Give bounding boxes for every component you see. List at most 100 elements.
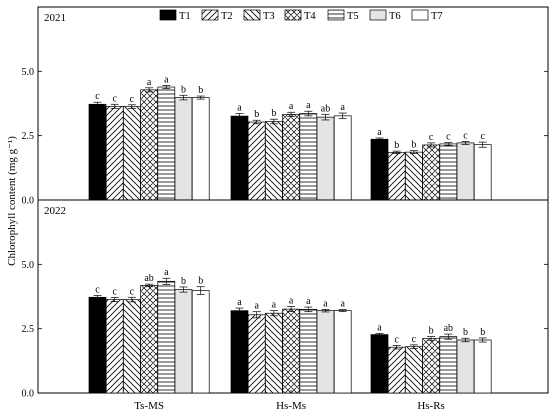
significance-letter: b: [198, 276, 203, 287]
bar-hs-rs-t2: [387, 346, 406, 394]
significance-letter: c: [95, 91, 100, 102]
bar-hs-ms-t6: [316, 116, 335, 201]
legend-swatch-t4: [284, 9, 302, 21]
bar-ts-ms-t3: [123, 106, 141, 201]
significance-letter: a: [377, 127, 382, 138]
y-tick-label: 2.5: [22, 324, 35, 335]
bar-hs-rs-t6: [456, 142, 475, 201]
bar-hs-rs-t3: [405, 151, 423, 201]
bar-ts-ms-t2: [105, 299, 124, 394]
bar-ts-ms-t1: [88, 296, 107, 394]
bar-hs-ms-t7: [333, 310, 352, 394]
significance-letter: c: [112, 93, 117, 104]
bar-hs-ms-t6: [316, 310, 335, 394]
significance-letter: a: [164, 267, 169, 278]
significance-letter: b: [429, 326, 434, 337]
bar-hs-rs-t5: [439, 143, 458, 201]
bar-hs-ms-t2: [247, 121, 266, 201]
year-label: 2021: [44, 12, 66, 24]
significance-letter: b: [463, 327, 468, 338]
significance-letter: b: [394, 140, 399, 151]
significance-letter: c: [394, 334, 399, 345]
category-label-hs-rs: Hs-Rs: [417, 400, 445, 412]
bar-hs-ms-t5: [299, 113, 318, 201]
legend-label-t6: T6: [389, 11, 401, 22]
significance-letter: c: [130, 286, 135, 297]
bar-hs-ms-t1: [230, 310, 249, 394]
legend-swatch-t1: [159, 9, 177, 21]
bar-hs-rs-t4: [422, 144, 440, 201]
y-tick-label: 0.0: [22, 196, 35, 207]
bar-ts-ms-t5: [157, 280, 176, 394]
significance-letter: a: [237, 103, 242, 114]
significance-letter: a: [323, 298, 328, 309]
bar-hs-rs-t3: [405, 346, 423, 394]
bar-ts-ms-t5: [157, 86, 176, 201]
bar-ts-ms-t7: [191, 97, 210, 201]
legend-swatch-t6: [369, 9, 387, 21]
y-tick-label: 2.5: [22, 131, 35, 142]
bar-hs-rs-t1: [370, 334, 389, 394]
significance-letter: c: [446, 132, 451, 143]
bar-ts-ms-t4: [140, 89, 158, 201]
legend-label-t1: T1: [179, 11, 191, 22]
y-tick-label: 0.0: [22, 389, 35, 400]
bar-hs-rs-t6: [456, 339, 475, 394]
significance-letter: c: [412, 334, 417, 345]
category-label-ts-ms: Ts-MS: [134, 400, 164, 412]
bar-ts-ms-t7: [191, 290, 210, 394]
significance-letter: b: [181, 84, 186, 95]
significance-letter: a: [340, 299, 345, 310]
bar-hs-rs-t2: [387, 152, 406, 201]
bar-hs-ms-t3: [265, 121, 283, 201]
bar-hs-rs-t7: [473, 144, 492, 201]
significance-letter: c: [130, 94, 135, 105]
legend-swatch-t2: [201, 9, 219, 21]
y-tick-label: 5.0: [22, 67, 35, 78]
significance-letter: a: [377, 322, 382, 333]
legend-label-t7: T7: [431, 11, 443, 22]
bar-hs-ms-t3: [265, 312, 283, 394]
legend: T1 T2 T3 T4 T5 T6 T7: [159, 9, 443, 22]
significance-letter: a: [289, 296, 294, 307]
category-labels: Ts-MS Hs-Ms Hs-Rs: [134, 390, 445, 412]
bar-hs-ms-t7: [333, 115, 352, 201]
legend-label-t3: T3: [263, 11, 275, 22]
significance-letter: a: [289, 101, 294, 112]
significance-letter: a: [306, 100, 311, 111]
legend-swatch-t3: [243, 9, 261, 21]
bar-ts-ms-t6: [174, 97, 193, 201]
significance-letter: b: [181, 276, 186, 287]
significance-letter: b: [254, 109, 259, 120]
bar-ts-ms-t6: [174, 289, 193, 394]
significance-letter: a: [237, 297, 242, 308]
significance-letter: b: [271, 108, 276, 119]
significance-letter: a: [340, 102, 345, 113]
bar-hs-ms-t5: [299, 309, 318, 394]
bar-ts-ms-t2: [105, 105, 124, 201]
legend-label-t2: T2: [221, 11, 233, 22]
bar-ts-ms-t1: [88, 103, 107, 201]
significance-letter: a: [164, 74, 169, 85]
significance-letter: c: [480, 131, 485, 142]
significance-letter: c: [112, 287, 117, 298]
significance-letter: c: [95, 284, 100, 295]
bar-ts-ms-t3: [123, 299, 141, 394]
significance-letter: ab: [444, 323, 453, 334]
significance-letter: b: [480, 327, 485, 338]
bar-hs-rs-t1: [370, 138, 389, 201]
significance-letter: a: [272, 300, 277, 311]
significance-letter: b: [411, 140, 416, 151]
year-label: 2022: [44, 205, 66, 217]
bar-hs-rs-t4: [422, 338, 440, 394]
category-label-hs-ms: Hs-Ms: [276, 400, 306, 412]
legend-swatch-t5: [327, 9, 345, 21]
bar-hs-ms-t4: [282, 308, 300, 394]
significance-letter: a: [306, 296, 311, 307]
bar-hs-ms-t1: [230, 115, 249, 201]
bar-hs-rs-t7: [473, 339, 492, 394]
legend-label-t4: T4: [304, 11, 316, 22]
significance-letter: c: [429, 132, 434, 143]
